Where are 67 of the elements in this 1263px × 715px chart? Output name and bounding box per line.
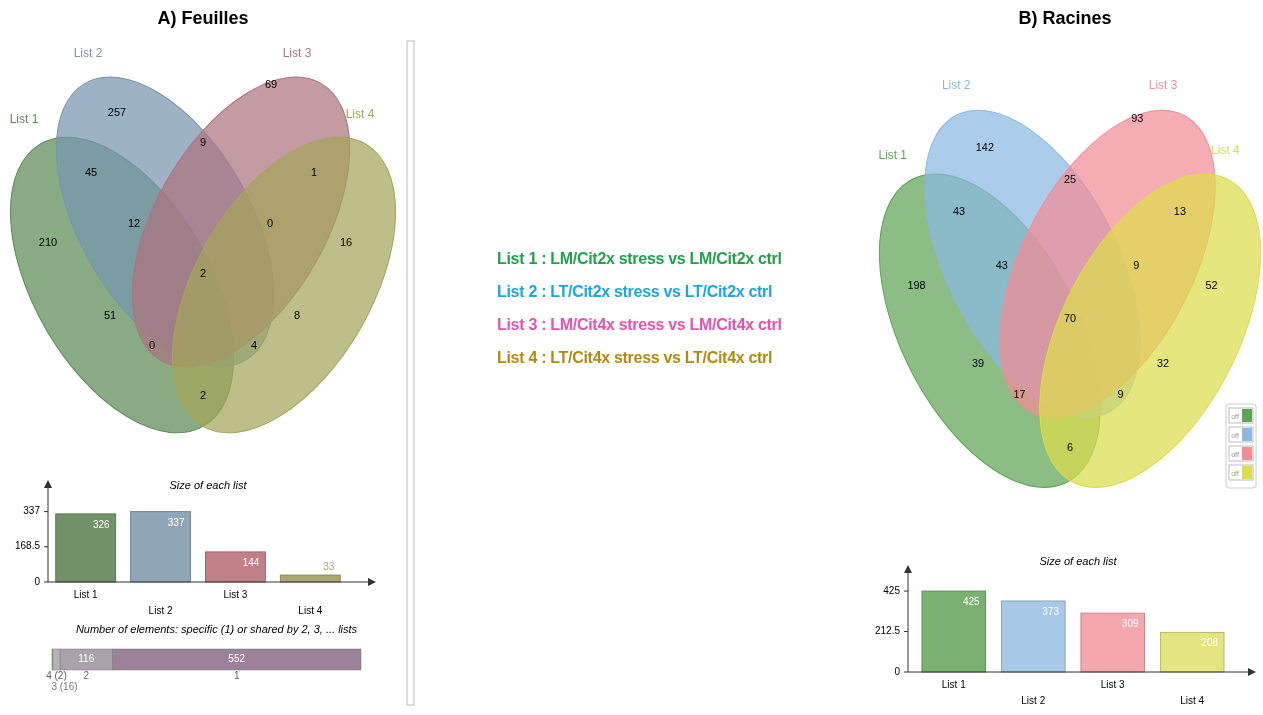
chart-title: Size of each list — [1039, 555, 1118, 567]
text: 9 — [1133, 258, 1140, 272]
text: List 1 : LM/Cit2x stress vs LM/Cit2x ctrl — [497, 250, 782, 267]
category-label: List 1 — [878, 147, 908, 163]
text: List 3 : LM/Cit4x stress vs LM/Cit4x ctrl — [497, 316, 782, 333]
category-label: List 3 — [1148, 77, 1178, 93]
data-label: 373 — [1042, 605, 1060, 617]
text: B) Racines — [1018, 8, 1112, 28]
y-tick-label: 0 — [34, 575, 41, 587]
series-label: 4 (2) — [46, 670, 67, 681]
text: 4 — [250, 338, 258, 351]
text: List 2 : LT/Cit2x stress vs LT/Cit2x ctrl — [497, 283, 773, 300]
text: 8 — [293, 308, 301, 321]
data-label: 326 — [92, 518, 111, 530]
text: 51 — [103, 308, 117, 321]
text: 16 — [339, 235, 353, 248]
y-tick-label: 0 — [894, 665, 901, 677]
text: 9 — [1117, 388, 1124, 401]
text: 93 — [1131, 111, 1144, 124]
data-label: 309 — [1121, 618, 1139, 630]
text: 12 — [127, 216, 141, 229]
y-tick-label: 425 — [883, 584, 901, 596]
text: 17 — [1013, 388, 1026, 401]
text: 70 — [1063, 311, 1077, 325]
category-label: List 3 — [282, 46, 312, 60]
y-tick-label: 337 — [23, 505, 41, 517]
text: 52 — [1205, 278, 1218, 292]
series-label: 2 — [83, 670, 90, 681]
category-label: List 2 — [941, 77, 971, 93]
text: 0 — [148, 338, 156, 351]
category-label: List 4 — [345, 107, 375, 121]
text: 39 — [971, 356, 984, 369]
text: List 4 : LT/Cit4x stress vs LT/Cit4x ctrl — [497, 349, 773, 366]
text: 2 — [199, 388, 207, 401]
text: 32 — [1157, 356, 1170, 369]
text: 45 — [84, 165, 98, 178]
data-label: 144 — [242, 556, 260, 568]
category-label: List 1 — [9, 112, 39, 126]
text: 6 — [1066, 441, 1074, 454]
chart-title: Number of elements: specific (1) or shared by 2, 3, ... lists — [75, 623, 358, 635]
data-label: 33 — [323, 561, 335, 573]
text: 69 — [264, 77, 278, 90]
series-label: 3 (16) — [51, 681, 78, 692]
text: 142 — [975, 141, 994, 154]
y-tick-label: 168.5 — [14, 540, 41, 552]
text: 0 — [266, 216, 274, 229]
data-label: 208 — [1201, 637, 1219, 649]
text: 43 — [995, 258, 1008, 272]
series-label: 1 — [233, 670, 240, 681]
text: 13 — [1173, 204, 1186, 218]
data-label: 116 — [78, 653, 95, 665]
y-tick-label: 212.5 — [874, 625, 901, 637]
chart-title: Size of each list — [169, 479, 248, 491]
text: 25 — [1063, 172, 1077, 186]
text: 2 — [199, 266, 207, 279]
text: 257 — [107, 105, 127, 118]
text: 198 — [907, 278, 926, 292]
text: 43 — [953, 204, 966, 218]
text: 1 — [310, 165, 318, 178]
data-label: 552 — [228, 653, 246, 665]
category-label: List 4 — [1211, 142, 1240, 157]
data-label: 425 — [962, 596, 980, 608]
category-label: List 2 — [73, 46, 103, 60]
data-label: 337 — [167, 516, 185, 528]
text: 9 — [199, 135, 207, 148]
text: A) Feuilles — [157, 8, 249, 28]
text: 210 — [38, 235, 58, 248]
